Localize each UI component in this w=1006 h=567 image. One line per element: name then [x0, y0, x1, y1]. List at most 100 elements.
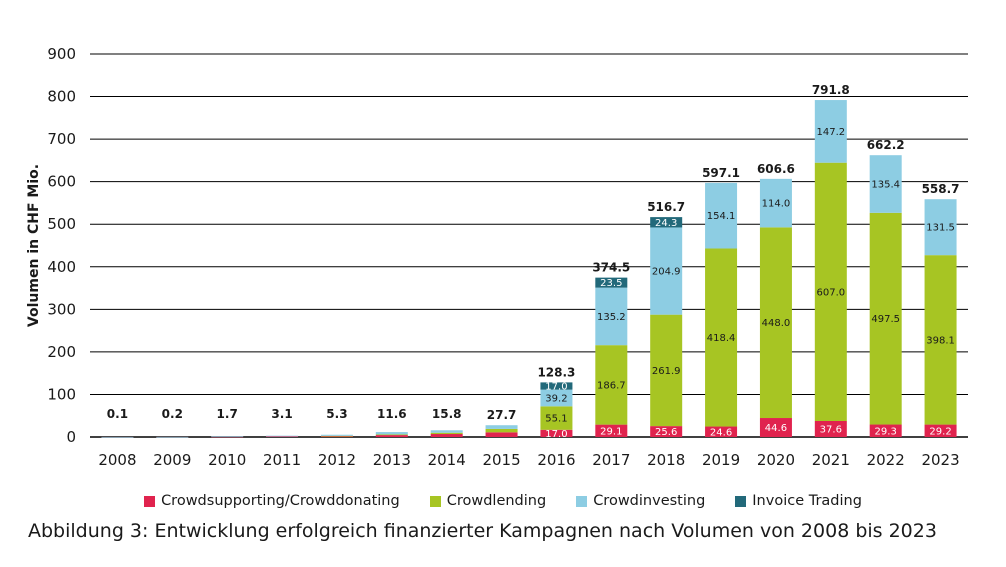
- chart-legend: Crowdsupporting/Crowddonating Crowdlendin…: [0, 489, 1006, 513]
- bar-total-label: 597.1: [702, 166, 740, 180]
- x-tick-label: 2014: [428, 451, 466, 469]
- y-axis-label: Volumen in CHF Mio.: [26, 164, 42, 327]
- legend-label: Invoice Trading: [752, 493, 862, 509]
- bar-segment: [430, 434, 463, 437]
- y-tick-label: 700: [47, 130, 76, 148]
- bar-total-label: 374.5: [592, 261, 630, 275]
- x-tick-label: 2019: [702, 451, 740, 469]
- legend-swatch: [576, 495, 588, 507]
- segment-label: 23.5: [600, 278, 622, 289]
- bar-total-label: 3.1: [271, 407, 292, 421]
- segment-label: 39.2: [545, 393, 567, 404]
- segment-label: 44.6: [765, 423, 787, 434]
- bar-segment: [595, 345, 628, 425]
- legend-swatch: [144, 495, 156, 507]
- legend-item: Crowdlending: [429, 493, 547, 509]
- bar-total-label: 0.1: [107, 407, 128, 421]
- segment-label: 607.0: [816, 287, 845, 298]
- segment-label: 448.0: [762, 318, 791, 329]
- bar-segment: [485, 432, 518, 437]
- bar-total-label: 15.8: [432, 407, 462, 421]
- bar-total-label: 27.7: [487, 408, 517, 422]
- bar-segment: [869, 212, 902, 425]
- y-tick-label: 600: [47, 173, 76, 191]
- segment-label: 17.0: [545, 382, 567, 393]
- bar-segment: [595, 424, 628, 437]
- segment-label: 186.7: [597, 380, 626, 391]
- bar-segment: [211, 436, 244, 437]
- bar-segment: [705, 182, 738, 249]
- bar-segment: [814, 162, 847, 421]
- bar-segment: [375, 435, 408, 437]
- figure-caption: Abbildung 3: Entwicklung erfolgreich fin…: [28, 520, 937, 542]
- bar-segment: [869, 155, 902, 213]
- segment-label: 135.2: [597, 312, 626, 323]
- bar-segment: [869, 424, 902, 437]
- bar-segment: [924, 199, 957, 256]
- segment-label: 114.0: [762, 199, 791, 210]
- y-tick-label: 400: [47, 258, 76, 276]
- bar-segment: [759, 227, 792, 419]
- bar-segment: [705, 426, 738, 437]
- bar-segment: [540, 382, 573, 390]
- bar-segment: [485, 425, 518, 429]
- bar-segment: [320, 435, 353, 437]
- segment-label: 55.1: [545, 414, 567, 425]
- bar-segment: [705, 248, 738, 427]
- bar-segment: [595, 287, 628, 346]
- x-tick-label: 2018: [647, 451, 685, 469]
- y-tick-label: 800: [47, 88, 76, 106]
- segment-label: 25.6: [655, 427, 677, 438]
- x-tick-label: 2023: [921, 451, 959, 469]
- segment-label: 24.6: [710, 427, 732, 438]
- bar-segment: [320, 436, 353, 437]
- x-tick-label: 2022: [867, 451, 905, 469]
- bar-segment: [375, 434, 408, 436]
- bar-segment: [814, 100, 847, 163]
- legend-swatch: [735, 495, 747, 507]
- x-tick-label: 2012: [318, 451, 356, 469]
- bar-total-label: 606.6: [757, 162, 795, 176]
- bar-segment: [266, 435, 299, 437]
- bar-total-label: 662.2: [867, 138, 905, 152]
- legend-item: Crowdsupporting/Crowddonating: [144, 493, 400, 509]
- legend-label: Crowdsupporting/Crowddonating: [161, 493, 400, 509]
- bar-segment: [540, 429, 573, 437]
- segment-label: 29.2: [929, 426, 951, 437]
- bar-segment: [595, 277, 628, 288]
- y-tick-label: 500: [47, 215, 76, 233]
- bar-segment: [375, 432, 408, 435]
- bar-total-label: 128.3: [537, 365, 575, 379]
- bar-segment: [101, 436, 134, 438]
- segment-label: 497.5: [871, 314, 900, 325]
- segment-label: 37.6: [820, 424, 842, 435]
- bar-segment: [156, 436, 189, 438]
- segment-label: 17.0: [545, 429, 567, 440]
- bar-total-label: 5.3: [326, 407, 347, 421]
- segment-label: 147.2: [816, 127, 845, 138]
- bar-segment: [650, 314, 683, 427]
- bar-segment: [759, 178, 792, 228]
- stacked-bar-chart: 0 100 200 300 400 500 600 700 800 900 Volumen in C…: [26, 45, 968, 469]
- segment-label: 131.5: [926, 223, 955, 234]
- bar-segment: [924, 424, 957, 437]
- bar-segment: [924, 255, 957, 425]
- x-tick-label: 2011: [263, 451, 301, 469]
- bar-segment: [540, 406, 573, 430]
- bar-total-label: 11.6: [377, 407, 407, 421]
- y-tick-label: 200: [47, 343, 76, 361]
- bar-total-label: 791.8: [812, 83, 850, 97]
- legend-item: Invoice Trading: [735, 493, 862, 509]
- x-tick-label: 2008: [98, 451, 136, 469]
- bar-segment: [650, 426, 683, 437]
- segment-label: 29.3: [875, 426, 897, 437]
- bar-segment: [540, 389, 573, 407]
- x-tick-label: 2020: [757, 451, 795, 469]
- bar-total-label: 516.7: [647, 200, 685, 214]
- legend-label: Crowdlending: [446, 493, 547, 509]
- segment-label: 135.4: [871, 180, 900, 191]
- x-tick-label: 2017: [592, 451, 630, 469]
- legend-label: Crowdinvesting: [593, 493, 706, 509]
- bar-total-label: 1.7: [217, 407, 238, 421]
- x-tick-label: 2015: [482, 451, 520, 469]
